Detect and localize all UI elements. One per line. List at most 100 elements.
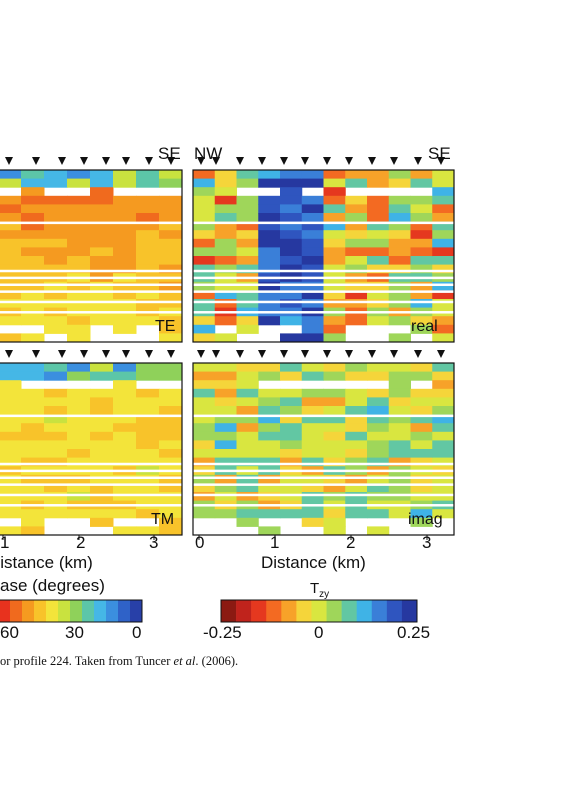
heatmap-cell	[301, 247, 324, 257]
heatmap-cell	[21, 247, 45, 257]
heatmap-cell	[236, 204, 259, 214]
heatmap-cell	[345, 388, 368, 398]
heatmap-cell	[323, 187, 346, 197]
heatmap-cell	[258, 178, 281, 188]
station-marker	[5, 350, 13, 358]
heatmap-cell	[367, 414, 390, 424]
heatmap-cell	[90, 290, 114, 300]
station-marker	[280, 157, 288, 165]
heatmap-cell	[214, 238, 237, 248]
heatmap-cell	[432, 414, 455, 424]
heatmap-cell	[345, 290, 368, 300]
heatmap-cell	[44, 316, 68, 326]
heatmap-cell	[193, 414, 216, 424]
heatmap-cell	[388, 316, 411, 326]
heatmap-cell	[193, 474, 216, 484]
heatmap-cell	[113, 440, 137, 450]
heatmap-cell	[214, 213, 237, 223]
gap-row	[193, 476, 454, 480]
heatmap-cell	[44, 324, 68, 334]
station-marker	[145, 350, 153, 358]
heatmap-cell	[301, 440, 324, 450]
heatmap-cell	[323, 290, 346, 300]
heatmap-cell	[214, 371, 237, 381]
heatmap-cell	[44, 509, 68, 519]
heatmap-cell	[90, 299, 114, 309]
heatmap-cell	[0, 423, 22, 433]
heatmap-cell	[0, 474, 22, 484]
heatmap-cell	[280, 178, 303, 188]
heatmap-cell	[21, 187, 45, 197]
heatmap-cell	[214, 170, 237, 180]
te-se-label: SE	[158, 144, 181, 163]
heatmap-cell	[21, 517, 45, 527]
heatmap-cell	[410, 371, 433, 381]
heatmap-cell	[388, 449, 411, 459]
heatmap-cell	[136, 388, 160, 398]
heatmap-cell	[90, 204, 114, 214]
heatmap-cell	[280, 316, 303, 326]
heatmap-cell	[214, 431, 237, 441]
heatmap-cell	[280, 474, 303, 484]
heatmap-cell	[113, 204, 137, 214]
heatmap-cell	[345, 195, 368, 205]
heatmap-cell	[323, 517, 346, 527]
heatmap-cell	[159, 333, 183, 343]
heatmap-cell	[410, 517, 433, 527]
heatmap-cell	[236, 221, 259, 231]
heatmap-cell	[0, 238, 22, 248]
gap-row	[193, 462, 454, 466]
heatmap-cell	[90, 238, 114, 248]
colorbar-swatch	[296, 600, 312, 622]
heatmap-cell	[432, 483, 455, 493]
heatmap-cell	[0, 195, 22, 205]
heatmap-cell	[367, 264, 390, 274]
heatmap-cell	[345, 371, 368, 381]
heatmap-cell	[410, 256, 433, 266]
heatmap-cell	[367, 281, 390, 291]
heatmap-cell	[21, 281, 45, 291]
colorbar-swatch	[221, 600, 237, 622]
heatmap-cell	[367, 230, 390, 240]
heatmap-cell	[367, 256, 390, 266]
heatmap-cell	[214, 247, 237, 257]
heatmap-cell	[193, 256, 216, 266]
heatmap-cell	[136, 474, 160, 484]
station-marker	[197, 350, 205, 358]
heatmap-cell	[258, 264, 281, 274]
heatmap-cell	[367, 483, 390, 493]
heatmap-cell	[67, 264, 91, 274]
gap-row	[0, 462, 182, 466]
heatmap-cell	[214, 316, 237, 326]
station-marker	[197, 157, 205, 165]
colorbar-swatch	[22, 600, 35, 622]
heatmap-cell	[280, 238, 303, 248]
heatmap-cell	[280, 290, 303, 300]
heatmap-cell	[136, 256, 160, 266]
heatmap-cell	[432, 247, 455, 257]
heatmap-cell	[410, 178, 433, 188]
heatmap-cell	[258, 290, 281, 300]
heatmap-cell	[159, 509, 183, 519]
heatmap-cell	[410, 324, 433, 334]
heatmap-cell	[345, 457, 368, 467]
heatmap-cell	[21, 290, 45, 300]
heatmap-cell	[432, 431, 455, 441]
heatmap-cell	[367, 526, 390, 536]
heatmap-cell	[0, 230, 22, 240]
x-tick: 2	[76, 533, 86, 552]
colorbar-phase-tick: 30	[65, 623, 84, 642]
heatmap-cell	[0, 281, 22, 291]
heatmap-cell	[90, 213, 114, 223]
heatmap-cell	[21, 363, 45, 373]
heatmap-cell	[159, 264, 183, 274]
figure-caption: or profile 224. Taken from Tuncer et al.…	[0, 654, 239, 668]
x-tick: 3	[422, 533, 432, 552]
heatmap-cell	[159, 324, 183, 334]
heatmap-cell	[367, 213, 390, 223]
heatmap-cell	[280, 371, 303, 381]
panel-label-imag: imag	[408, 511, 443, 528]
heatmap-cell	[0, 380, 22, 390]
heatmap-cell	[280, 457, 303, 467]
heatmap-cell	[159, 449, 183, 459]
